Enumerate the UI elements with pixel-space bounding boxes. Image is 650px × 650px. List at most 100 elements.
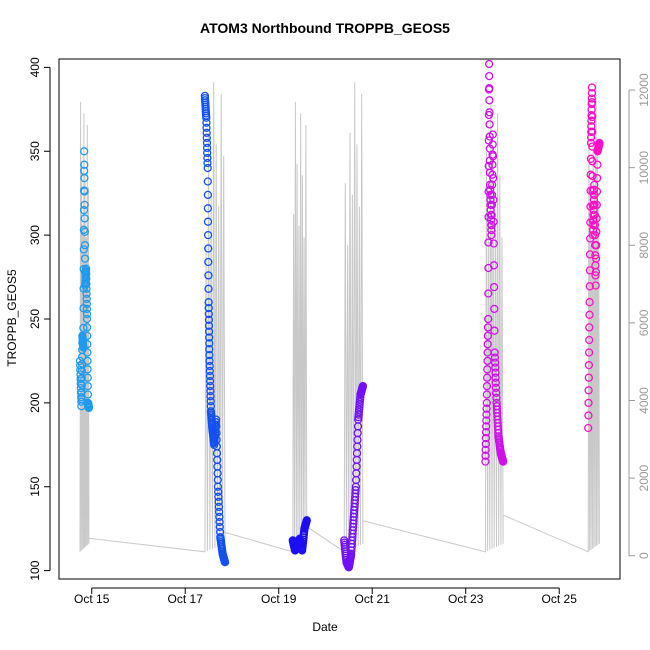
data-point-flight-2 [204,327,214,336]
data-point-flight-6 [584,398,593,408]
data-point-flight-4 [358,381,368,391]
data-point-flight-2 [214,497,223,506]
data-point-flight-2 [206,397,215,406]
data-point-flight-5 [489,173,498,183]
data-point-flight-5 [483,340,492,349]
data-point-flight-2 [203,153,212,163]
data-point-flight-5 [491,363,500,372]
data-point-flight-1 [82,314,92,324]
data-point-flight-5 [481,451,490,460]
data-point-flight-5 [482,390,492,399]
data-point-flight-2 [205,371,215,381]
data-point-flight-6 [584,360,594,370]
data-point-flight-1 [80,187,89,196]
data-point-flight-6 [587,116,596,125]
data-point-flight-1 [80,173,89,183]
y2-tick-label: 6000 [637,309,650,336]
data-point-flight-1 [83,381,92,391]
data-point-flight-1 [82,299,91,309]
data-point-flight-5 [485,120,494,129]
data-point-flight-1 [83,331,92,340]
data-point-flight-4 [352,455,361,465]
data-point-flight-6 [588,171,597,181]
data-point-flight-6 [587,94,596,103]
data-point-flight-5 [481,428,491,437]
data-point-flight-2 [204,309,213,319]
data-point-flight-5 [498,457,508,466]
data-point-flight-2 [206,381,215,391]
data-point-flight-6 [586,138,596,148]
data-point-flight-1 [80,200,89,210]
data-point-flight-2 [214,492,223,501]
chart-title: ATOM3 Northbound TROPPB_GEOS5 [200,20,450,36]
data-point-flight-5 [485,108,494,117]
data-point-flight-2 [202,138,212,148]
y-tick-label: 350 [28,141,42,161]
data-point-flight-5 [484,314,493,324]
data-point-flight-5 [490,326,499,335]
data-point-flight-1 [79,245,88,254]
data-point-flight-6 [592,241,601,250]
data-point-flight-6 [584,386,593,395]
x-tick-label: Oct 25 [542,592,578,606]
x-tick-label: Oct 15 [74,592,110,606]
y2-tick-label: 4000 [637,387,650,414]
data-point-flight-5 [488,170,497,179]
data-point-flight-6 [586,133,596,142]
data-point-flight-5 [483,356,492,366]
data-point-flight-1 [79,205,89,215]
data-point-flight-1 [76,361,85,370]
data-point-flight-1 [79,323,88,333]
data-point-flight-5 [486,205,495,215]
y2-tick-label: 2000 [637,464,650,491]
y-tick-label: 150 [28,476,42,496]
data-point-flight-1 [82,289,91,298]
data-point-flight-1 [81,264,91,273]
data-point-flight-6 [595,138,604,148]
data-point-flight-6 [587,112,597,122]
data-point-flight-5 [490,348,499,357]
data-point-flight-2 [205,376,215,386]
data-point-flight-6 [591,271,600,280]
data-point-flight-1 [82,274,91,283]
data-point-flight-6 [584,373,593,382]
data-point-flight-5 [481,457,490,466]
data-point-flight-6 [585,282,594,291]
y-tick-label: 300 [28,225,42,245]
data-point-flight-4 [351,485,360,495]
data-point-flight-1 [83,356,92,366]
data-point-flight-2 [202,143,212,153]
data-point-flight-1 [82,294,91,304]
y-tick-label: 100 [28,560,42,580]
data-point-flight-6 [587,83,597,92]
data-point-flight-4 [355,402,364,412]
data-point-flight-2 [204,298,213,307]
x-tick-label: Oct 19 [261,592,297,606]
y-tick-label: 250 [28,309,42,329]
data-point-flight-6 [585,266,595,275]
data-point-flight-6 [591,281,600,290]
data-point-flight-1 [76,379,85,388]
data-point-flight-1 [82,279,91,288]
plot-frame [58,58,621,580]
x-axis-label: Date [312,620,338,634]
data-point-flight-6 [588,127,597,136]
data-point-flight-2 [202,133,211,142]
data-point-flight-2 [214,487,223,496]
data-point-flight-2 [204,321,214,330]
data-point-flight-2 [206,386,215,396]
data-point-flight-2 [203,204,213,213]
data-point-flight-5 [490,358,500,367]
data-point-flight-5 [488,130,497,139]
y2-tick-label: 10000 [637,151,650,185]
data-point-flight-5 [482,416,491,425]
data-point-flight-5 [488,152,498,161]
data-point-flight-6 [593,160,602,169]
data-point-flight-5 [487,230,496,240]
x-tick-label: Oct 17 [168,592,204,606]
data-point-flight-1 [82,269,91,278]
data-point-flight-5 [482,410,491,419]
data-point-flight-1 [82,304,92,314]
data-point-flight-5 [489,217,498,226]
